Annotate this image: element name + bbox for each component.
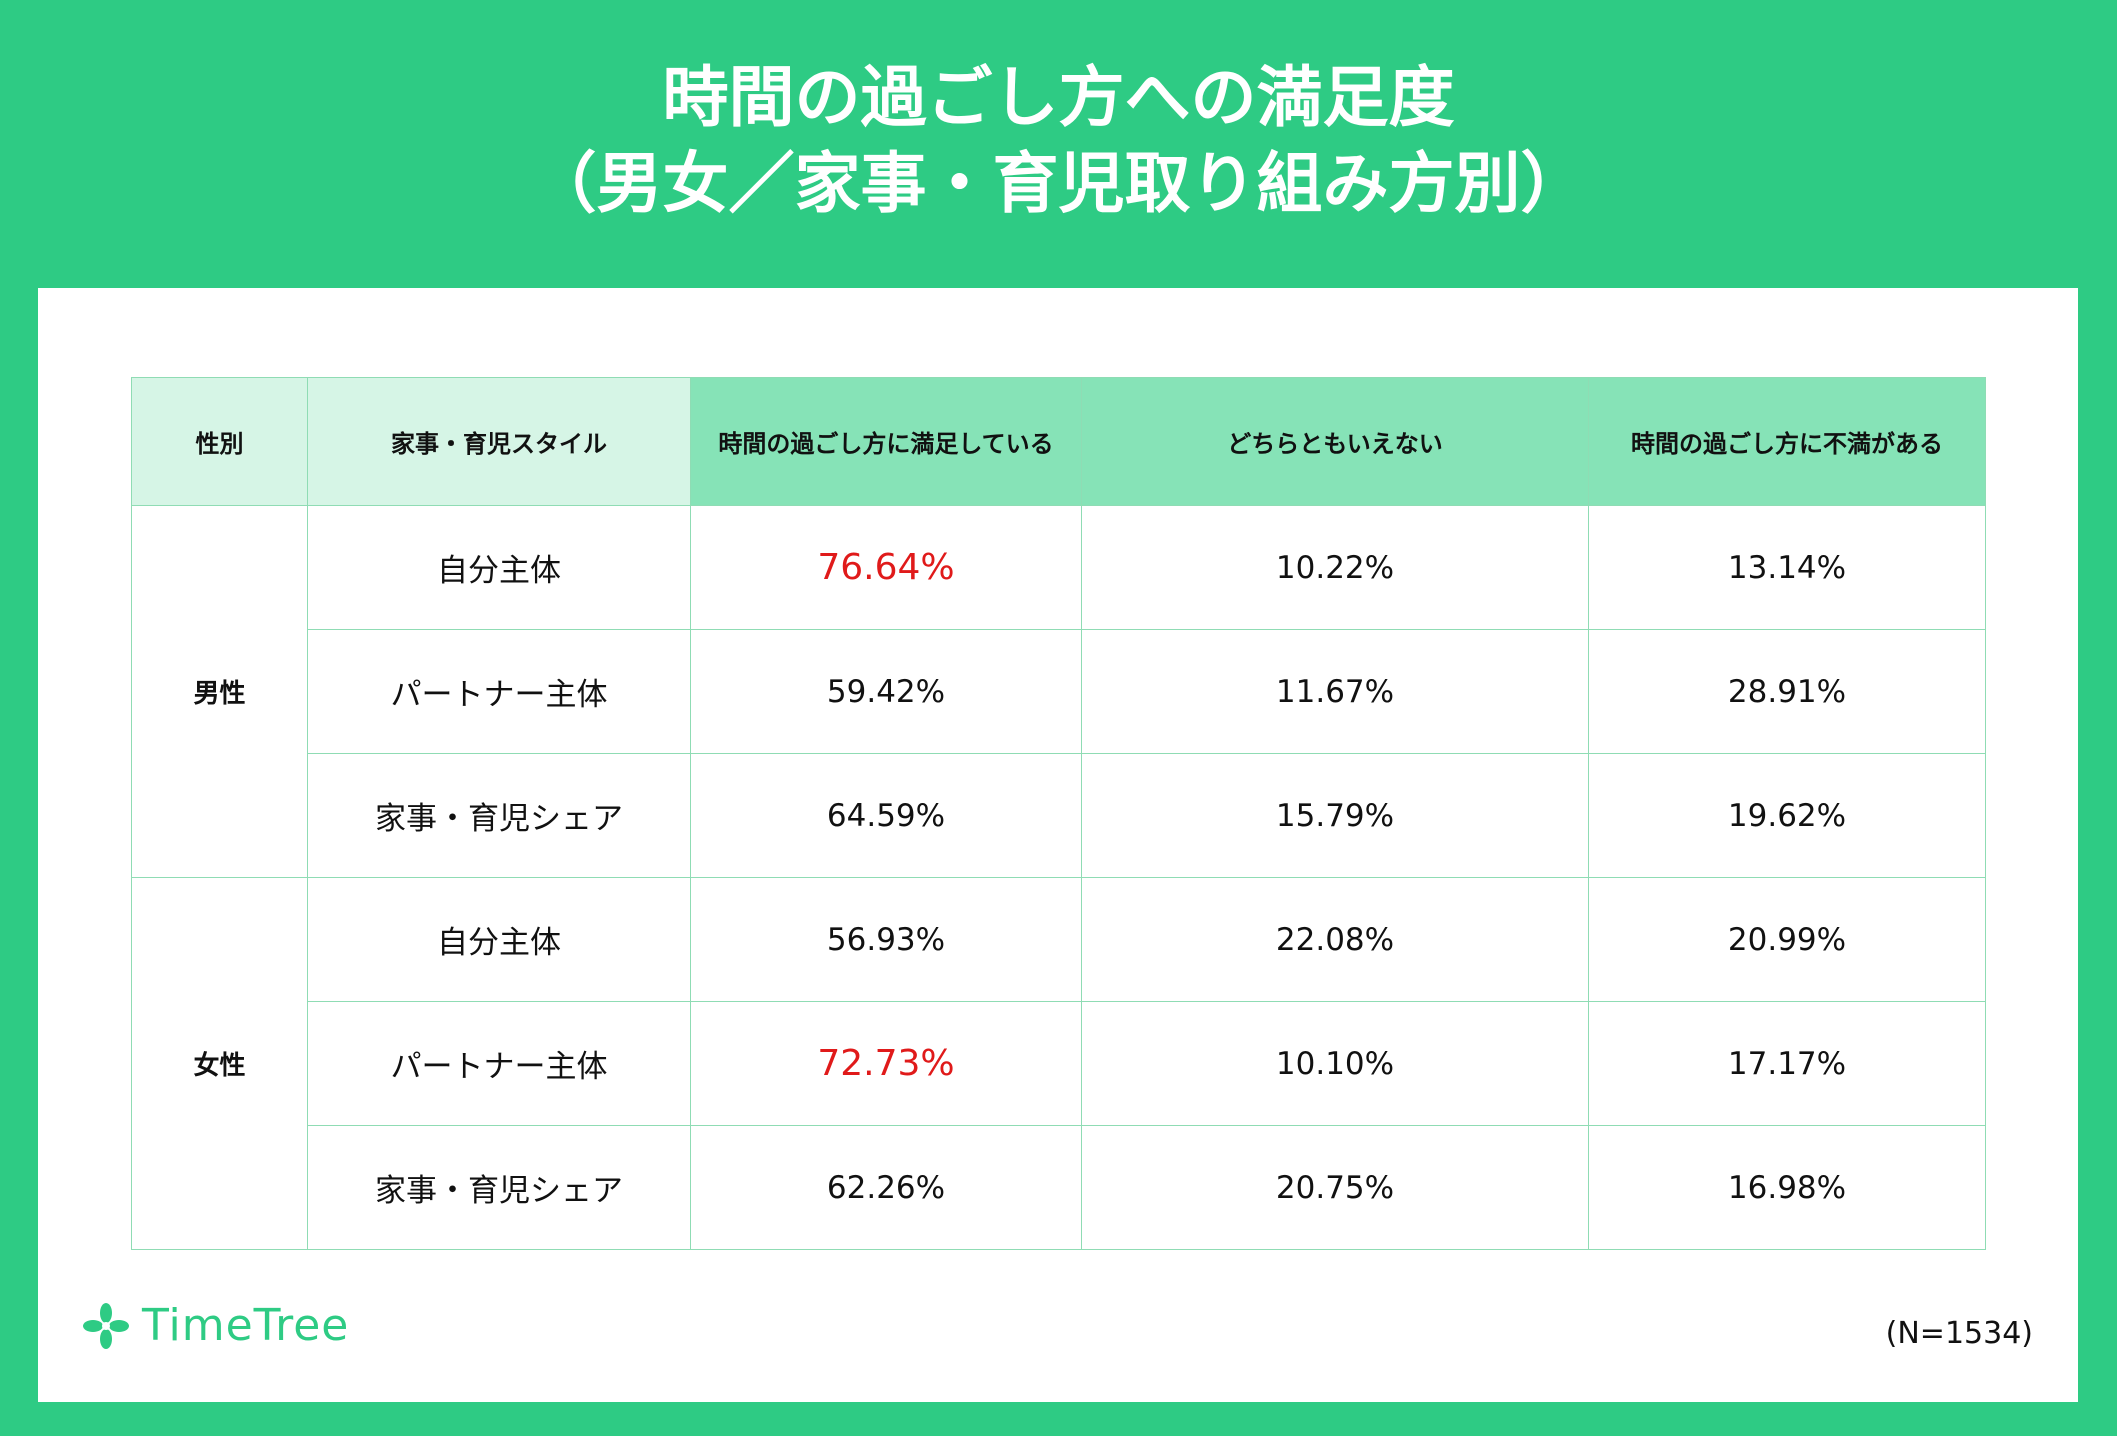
value-cell-neutral: 22.08% — [1081, 877, 1589, 1002]
value-cell-dissatisfied: 17.17% — [1588, 1001, 1986, 1126]
timetree-logo: TimeTree — [82, 1300, 349, 1351]
value-cell-satisfied: 72.73% — [690, 1001, 1082, 1126]
value-cell-neutral: 10.22% — [1081, 505, 1589, 630]
content-panel: 性別 家事・育児スタイル 時間の過ごし方に満足している どちらともいえない 時間… — [38, 288, 2078, 1402]
value-cell-neutral: 10.10% — [1081, 1001, 1589, 1126]
style-cell: パートナー主体 — [307, 1001, 691, 1126]
gender-cell-female: 女性 — [131, 877, 308, 1250]
table-row: 家事・育児シェア 62.26% 20.75% 16.98% — [132, 1125, 1986, 1250]
value-cell-dissatisfied: 28.91% — [1588, 629, 1986, 754]
value-cell-neutral: 11.67% — [1081, 629, 1589, 754]
value-cell-neutral: 20.75% — [1081, 1125, 1589, 1250]
table-row: パートナー主体 72.73% 10.10% 17.17% — [132, 1001, 1986, 1126]
value-cell-dissatisfied: 16.98% — [1588, 1125, 1986, 1250]
value-cell-dissatisfied: 19.62% — [1588, 753, 1986, 878]
style-cell: パートナー主体 — [307, 629, 691, 754]
value-cell-satisfied: 56.93% — [690, 877, 1082, 1002]
table-row: 男性 自分主体 76.64% 10.22% 13.14% — [131, 505, 1986, 878]
title-line-2: （男女／家事・育児取り組み方別） — [530, 145, 1587, 222]
satisfaction-table: 性別 家事・育児スタイル 時間の過ごし方に満足している どちらともいえない 時間… — [131, 377, 1986, 1250]
table-header-row: 性別 家事・育児スタイル 時間の過ごし方に満足している どちらともいえない 時間… — [131, 377, 1986, 506]
value-cell-neutral: 15.79% — [1081, 753, 1589, 878]
value-cell-satisfied: 76.64% — [690, 505, 1082, 630]
chart-title: 時間の過ごし方への満足度 （男女／家事・育児取り組み方別） — [0, 55, 2117, 227]
table-row: 女性 自分主体 56.93% 22.08% 20.99% — [131, 877, 1986, 1250]
header-gender: 性別 — [131, 377, 308, 506]
style-cell: 自分主体 — [307, 877, 691, 1002]
sample-size: (N=1534) — [1885, 1316, 2033, 1351]
header-neutral: どちらともいえない — [1081, 377, 1589, 506]
table-row: パートナー主体 59.42% 11.67% 28.91% — [132, 629, 1986, 754]
value-cell-dissatisfied: 20.99% — [1588, 877, 1986, 1002]
brand-name: TimeTree — [142, 1300, 350, 1351]
gender-cell-male: 男性 — [131, 505, 308, 878]
value-cell-satisfied: 59.42% — [690, 629, 1082, 754]
value-cell-satisfied: 62.26% — [690, 1125, 1082, 1250]
value-cell-dissatisfied: 13.14% — [1588, 505, 1986, 630]
style-cell: 家事・育児シェア — [307, 1125, 691, 1250]
header-satisfied: 時間の過ごし方に満足している — [690, 377, 1082, 506]
clover-icon — [83, 1302, 129, 1349]
style-cell: 自分主体 — [307, 505, 691, 630]
header-dissatisfied: 時間の過ごし方に不満がある — [1588, 377, 1986, 506]
title-line-1: 時間の過ごし方への満足度 — [662, 59, 1455, 136]
table-row: 家事・育児シェア 64.59% 15.79% 19.62% — [132, 753, 1986, 878]
header-style: 家事・育児スタイル — [307, 377, 691, 506]
style-cell: 家事・育児シェア — [307, 753, 691, 878]
value-cell-satisfied: 64.59% — [690, 753, 1082, 878]
